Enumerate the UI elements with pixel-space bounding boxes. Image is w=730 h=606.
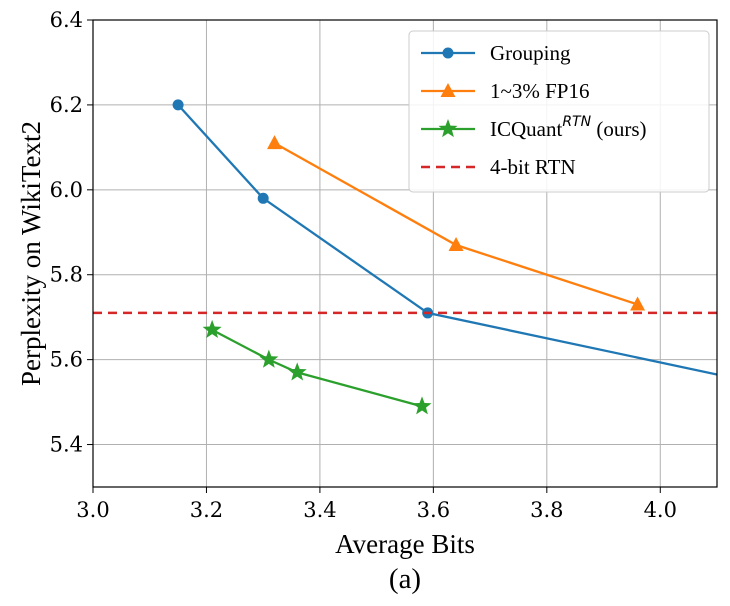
data-point-star	[287, 362, 307, 381]
data-point-triangle	[267, 135, 283, 150]
legend-marker	[442, 47, 454, 59]
data-point-circle	[172, 99, 184, 111]
plot-frame	[92, 19, 718, 488]
legend-label: 1~3% FP16	[490, 79, 589, 103]
series-2	[267, 135, 646, 311]
legend-box	[408, 30, 710, 193]
legend-label: Grouping	[490, 41, 571, 65]
y-tick-label: 6.0	[50, 178, 83, 202]
series-3	[202, 319, 432, 415]
y-tick-label: 6.2	[50, 93, 83, 117]
x-tick-label: 3.8	[530, 498, 563, 522]
x-tick-label: 3.4	[303, 498, 336, 522]
data-point-circle	[257, 192, 269, 204]
y-tick-label: 5.8	[50, 263, 83, 287]
x-tick-label: 3.2	[190, 498, 223, 522]
y-axis-title: Perplexity on WikiText2	[16, 121, 46, 386]
x-tick-label: 3.6	[417, 498, 450, 522]
x-axis-title: Average Bits	[335, 529, 475, 559]
ticks: 3.0 3.2 3.4 3.6 3.8 4.0 5.4 5.6 5.8 6.0 6.2 6.4	[50, 8, 677, 522]
series-line	[211, 328, 423, 408]
x-tick-label: 3.0	[76, 498, 109, 522]
figure-caption: (a)	[389, 563, 421, 595]
series-line	[177, 104, 717, 376]
legend-item: Grouping	[421, 41, 571, 65]
legend-label: 4-bit RTN	[490, 155, 576, 179]
legend-marker	[440, 83, 456, 97]
legend-item: 1~3% FP16	[421, 79, 589, 103]
series-layer	[93, 99, 717, 415]
data-point-triangle	[448, 237, 464, 252]
legend-item: 4-bit RTN	[421, 155, 576, 179]
y-tick-label: 5.4	[50, 433, 83, 457]
data-point-star	[202, 319, 222, 339]
y-tick-label: 6.4	[50, 8, 83, 32]
legend-marker	[438, 119, 458, 138]
data-point-star	[259, 349, 279, 368]
data-point-star	[412, 396, 432, 415]
data-point-triangle	[630, 296, 646, 311]
x-tick-label: 4.0	[644, 498, 677, 522]
y-tick-label: 5.6	[50, 348, 83, 372]
